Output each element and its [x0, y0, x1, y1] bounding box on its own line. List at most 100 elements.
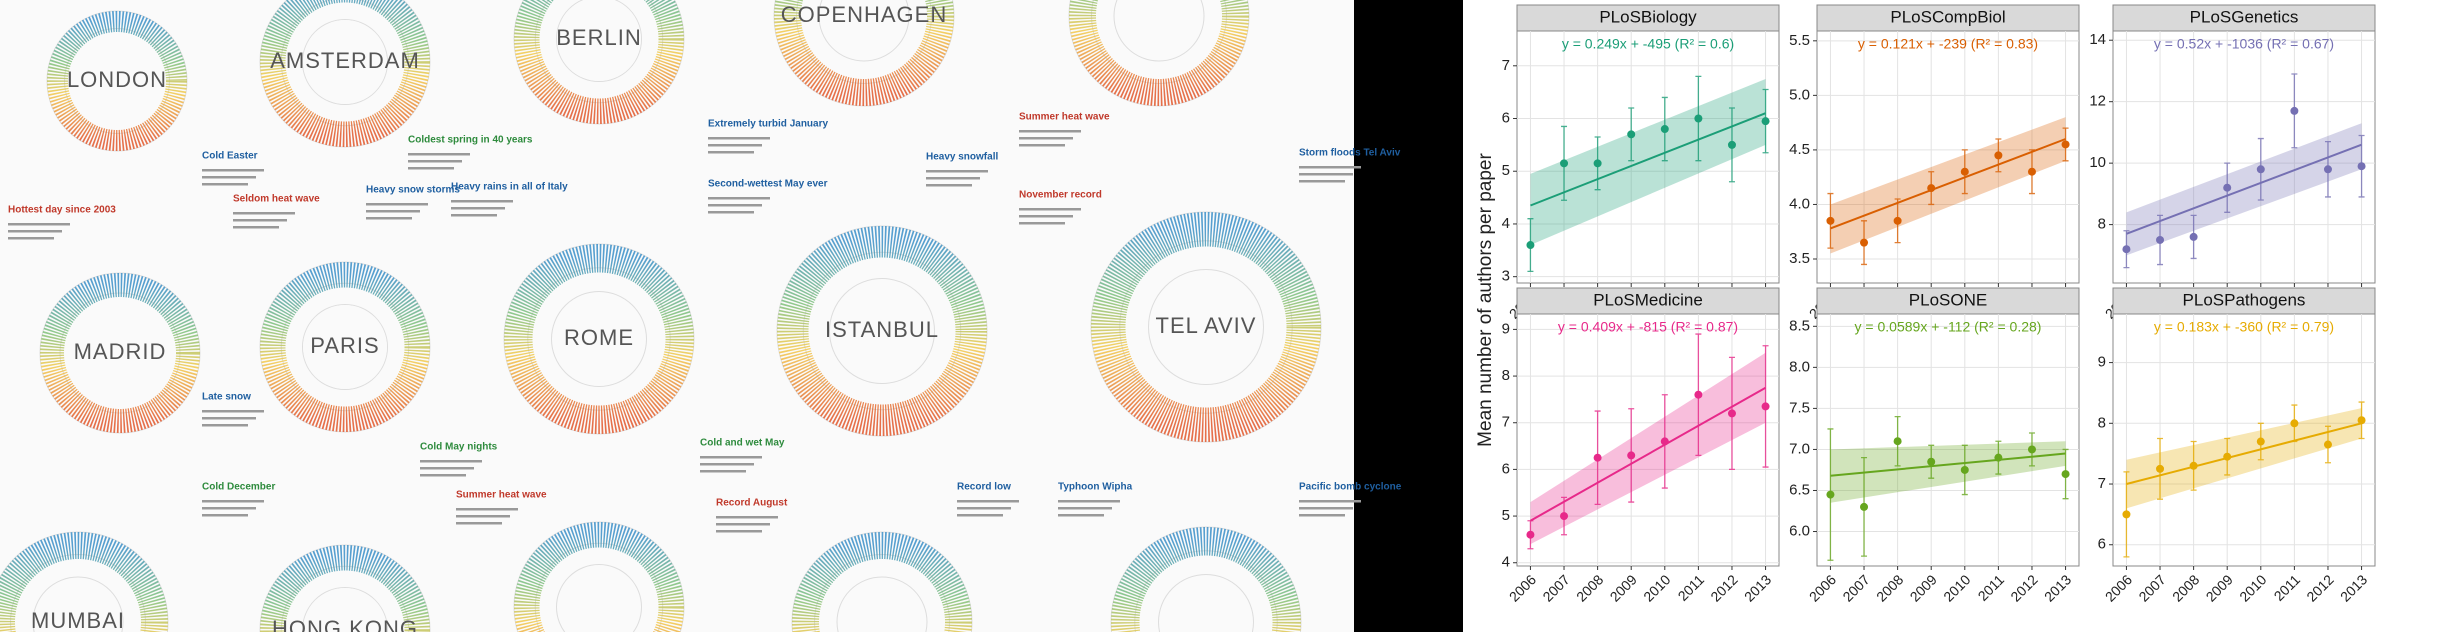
ring-guide: [1158, 574, 1254, 632]
fit-line: [1830, 138, 2066, 230]
city-name: COPENHAGEN: [781, 2, 947, 27]
annotation-title: Heavy rains in all of Italy: [451, 182, 568, 193]
ring: [260, 0, 430, 147]
y-tick-label: 4: [1502, 554, 1510, 571]
point: [2189, 232, 2198, 241]
annotation-text-placeholder: [957, 500, 1019, 503]
fit-line: [1529, 386, 1767, 522]
annotation-title: Late snow: [202, 392, 251, 403]
city-name: AMSTERDAM: [270, 48, 420, 73]
point: [2256, 437, 2265, 446]
y-tick-label: 10: [2089, 154, 2106, 171]
point: [1860, 238, 1869, 247]
ring-guide: [302, 19, 388, 105]
y-tick-label: 9: [1502, 320, 1510, 337]
point: [2122, 245, 2131, 254]
city-center: [75, 39, 159, 123]
annotation-text-placeholder: [420, 467, 474, 470]
annotation-text-placeholder: [700, 470, 746, 473]
ring: [260, 262, 430, 432]
panel-bg: [1816, 313, 2080, 567]
ring-guide: [829, 278, 935, 384]
city-name: ROME: [564, 325, 634, 350]
annotation-text-placeholder: [1299, 507, 1353, 510]
city-name: MADRID: [74, 339, 167, 364]
annotation-text-placeholder: [202, 169, 264, 172]
annotation-text-placeholder: [1019, 215, 1073, 218]
point: [2323, 165, 2332, 174]
annotation-text-placeholder: [1299, 166, 1361, 169]
y-tick-label: 5: [1502, 507, 1510, 524]
annotation-text-placeholder: [700, 463, 754, 466]
facet-strip: [1816, 4, 2080, 32]
annotation-title: Record August: [716, 498, 788, 509]
annotation-text-placeholder: [1058, 514, 1104, 517]
annotation-title: Summer heat wave: [1019, 112, 1110, 123]
annotation-title: Cold May nights: [420, 442, 498, 453]
facet-title: PLoSMedicine: [1593, 290, 1703, 309]
y-tick-label: 12: [2089, 93, 2106, 110]
confidence-band: [1530, 352, 1766, 545]
annotation-text-placeholder: [708, 197, 770, 200]
fit-line: [2126, 422, 2362, 485]
point: [1560, 159, 1569, 168]
point: [1627, 130, 1636, 139]
ring-guide: [556, 0, 642, 82]
annotation-title: Coldest spring in 40 years: [408, 135, 533, 146]
point: [2223, 452, 2232, 461]
point: [2290, 419, 2299, 428]
annotation-text-placeholder: [1019, 130, 1081, 133]
annotation-text-placeholder: [202, 176, 256, 179]
ring-guide: [773, 0, 955, 107]
annotation-text-placeholder: [456, 515, 510, 518]
annotation-text-placeholder: [451, 214, 497, 217]
annotation-title: Cold December: [202, 482, 275, 493]
panel-bg: [1516, 313, 1780, 567]
annotation-text-placeholder: [366, 210, 420, 213]
annotation-text-placeholder: [926, 184, 972, 187]
annotation-text-placeholder: [233, 226, 279, 229]
facet-title: PLoSCompBiol: [1890, 7, 2005, 26]
annotation-text-placeholder: [1299, 180, 1345, 183]
annotation-text-placeholder: [451, 200, 513, 203]
point: [1694, 390, 1703, 399]
annotation-title: Heavy snowfall: [926, 152, 998, 163]
annotation-text-placeholder: [1299, 514, 1345, 517]
ring: [514, 522, 684, 632]
point: [1761, 117, 1770, 126]
annotation-text-placeholder: [708, 151, 754, 154]
ring: [0, 532, 168, 632]
equation: y = 0.52x + -1036 (R² = 0.67): [2154, 36, 2334, 52]
city-center: [840, 289, 924, 373]
city-center: [78, 311, 162, 395]
annotation-text-placeholder: [926, 177, 980, 180]
panel-bg: [2112, 313, 2376, 567]
confidence-band: [2126, 408, 2362, 509]
y-tick-label: 7: [1502, 414, 1510, 431]
y-tick-label: 7: [2098, 475, 2106, 492]
point: [1893, 216, 1902, 225]
annotation-text-placeholder: [8, 237, 54, 240]
annotation-text-placeholder: [708, 211, 754, 214]
point: [1960, 465, 1969, 474]
equation: y = 0.409x + -815 (R² = 0.87): [1558, 319, 1738, 335]
y-tick-label: 6.0: [1789, 522, 1810, 539]
annotation-text-placeholder: [1299, 173, 1353, 176]
annotation-text-placeholder: [708, 144, 762, 147]
point: [2189, 461, 2198, 470]
ring-guide: [818, 0, 910, 62]
city-name: LONDON: [67, 67, 167, 92]
annotation-text-placeholder: [456, 522, 502, 525]
annotation-text-placeholder: [202, 183, 248, 186]
point: [1826, 490, 1835, 499]
annotation-text-placeholder: [1019, 208, 1081, 211]
point: [2027, 167, 2036, 176]
annotation-text-placeholder: [1058, 507, 1112, 510]
fit-line: [1530, 112, 1766, 207]
point: [2290, 106, 2299, 115]
point: [1526, 530, 1535, 539]
point: [2156, 464, 2165, 473]
equation: y = 0.0589x + -112 (R² = 0.28): [1855, 319, 2042, 335]
annotation-title: Second-wettest May ever: [708, 179, 828, 190]
